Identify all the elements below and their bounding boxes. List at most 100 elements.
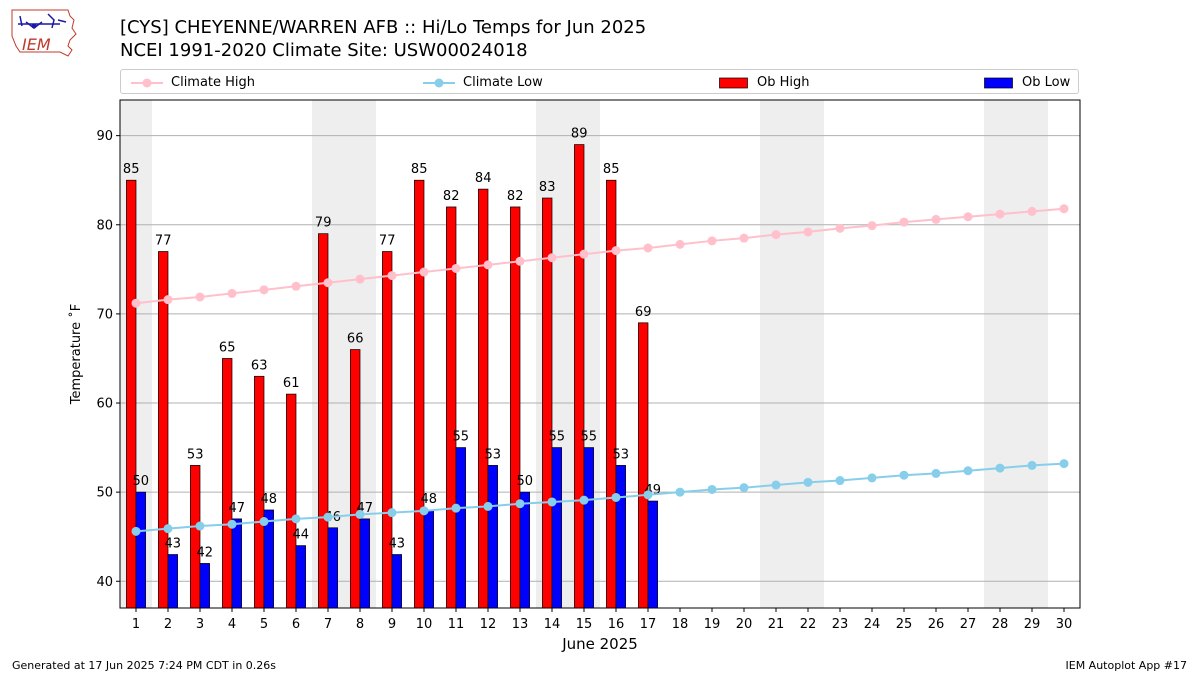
ob-low-bar (199, 563, 210, 609)
climate-low-point (483, 501, 493, 511)
climate-high-point (675, 239, 685, 249)
x-tick-label: 3 (196, 617, 204, 632)
ob-high-label: 63 (251, 358, 268, 373)
climate-low-point (995, 463, 1005, 473)
y-tick-label: 60 (96, 397, 113, 412)
climate-high-line (135, 207, 1065, 305)
x-tick-label: 7 (324, 617, 332, 632)
ob-low-bar (359, 518, 370, 609)
climate-high-point (643, 243, 653, 253)
y-tick-label: 90 (96, 129, 113, 144)
ob-low-label: 50 (133, 474, 150, 489)
x-tick-label: 10 (416, 617, 433, 632)
climate-low-point (419, 506, 429, 516)
climate-low-point (1027, 460, 1037, 470)
ob-low-label: 48 (261, 492, 278, 507)
legend-label-ob-low: Ob Low (1022, 75, 1071, 90)
x-tick-label: 21 (768, 617, 785, 632)
climate-low-point (195, 521, 205, 531)
climate-high-point (1027, 206, 1037, 216)
ob-low-bar (583, 447, 594, 609)
y-tick-label: 40 (96, 575, 113, 590)
climate-high-point (195, 292, 205, 302)
climate-high-point (291, 281, 301, 291)
ob-low-label: 55 (453, 430, 470, 445)
climate-low-point (803, 477, 813, 487)
climate-low-point (131, 526, 141, 536)
climate-low-point (739, 483, 749, 493)
ob-low-label: 48 (421, 492, 438, 507)
climate-low-point (323, 512, 333, 522)
climate-low-point (291, 514, 301, 524)
weekend-band (1016, 100, 1048, 608)
legend-marker-ob-low (984, 77, 1013, 88)
ob-low-bar (615, 465, 626, 609)
x-tick-label: 29 (1024, 617, 1041, 632)
x-tick-label: 30 (1056, 617, 1073, 632)
climate-high-point (131, 298, 141, 308)
ob-low-bar (295, 545, 306, 609)
climate-low-point (643, 490, 653, 500)
climate-high-point (579, 249, 589, 259)
x-tick-label: 4 (228, 617, 236, 632)
climate-high-point (419, 267, 429, 277)
x-tick-label: 22 (800, 617, 817, 632)
ob-high-label: 85 (411, 162, 428, 177)
ob-low-label: 47 (229, 501, 246, 516)
ob-high-label: 53 (187, 447, 204, 462)
climate-high-point (163, 295, 173, 305)
ob-high-label: 85 (123, 162, 140, 177)
ob-high-label: 77 (155, 234, 172, 249)
ob-high-bar (190, 465, 201, 609)
climate-high-point (515, 256, 525, 266)
x-tick-label: 19 (704, 617, 721, 632)
climate-high-point (931, 214, 941, 224)
ob-high-bar (350, 349, 361, 609)
ob-low-bar (327, 527, 338, 609)
ob-low-bar (551, 447, 562, 609)
x-tick-label: 25 (896, 617, 913, 632)
climate-low-point (931, 468, 941, 478)
ob-high-label: 82 (507, 189, 524, 204)
climate-low-point (899, 470, 909, 480)
chart-title: [CYS] CHEYENNE/WARREN AFB :: Hi/Lo Temps… (120, 17, 647, 38)
weekend-band (984, 100, 1016, 608)
x-tick-label: 23 (832, 617, 849, 632)
x-tick-label: 20 (736, 617, 753, 632)
ob-high-bar (318, 233, 329, 609)
legend-climate-high: Climate High (131, 70, 255, 95)
climate-high-point (387, 271, 397, 281)
x-tick-label: 8 (356, 617, 364, 632)
climate-low-line (135, 462, 1065, 533)
x-tick-label: 9 (388, 617, 396, 632)
climate-high-point (899, 217, 909, 227)
ob-low-label: 55 (549, 430, 566, 445)
climate-low-point (963, 466, 973, 476)
legend-climate-low: Climate Low (423, 70, 543, 95)
x-tick-label: 13 (512, 617, 529, 632)
ob-low-label: 44 (293, 528, 310, 543)
x-tick-label: 28 (992, 617, 1009, 632)
legend-marker-climate-low (423, 78, 455, 87)
legend-marker-ob-high (719, 77, 748, 88)
climate-high-point (803, 227, 813, 237)
ob-high-bar (478, 188, 489, 609)
climate-high-point (867, 221, 877, 231)
ob-high-label: 83 (539, 180, 556, 195)
ob-high-label: 89 (571, 127, 588, 142)
chart-legend: Climate High Climate Low Ob High Ob Low (120, 69, 1079, 94)
ob-low-bar (647, 500, 658, 609)
x-tick-label: 11 (448, 617, 465, 632)
ob-low-label: 43 (389, 537, 406, 552)
x-tick-label: 16 (608, 617, 625, 632)
legend-ob-low: Ob Low (984, 70, 1070, 95)
ob-low-bar (519, 491, 530, 609)
iem-logo: IEM (8, 6, 80, 58)
y-axis-label: Temperature ˚F (68, 304, 84, 405)
ob-low-label: 55 (581, 430, 598, 445)
ob-low-label: 43 (165, 537, 182, 552)
climate-low-point (259, 517, 269, 527)
climate-high-point (323, 278, 333, 288)
climate-high-point (483, 260, 493, 270)
climate-low-point (835, 476, 845, 486)
